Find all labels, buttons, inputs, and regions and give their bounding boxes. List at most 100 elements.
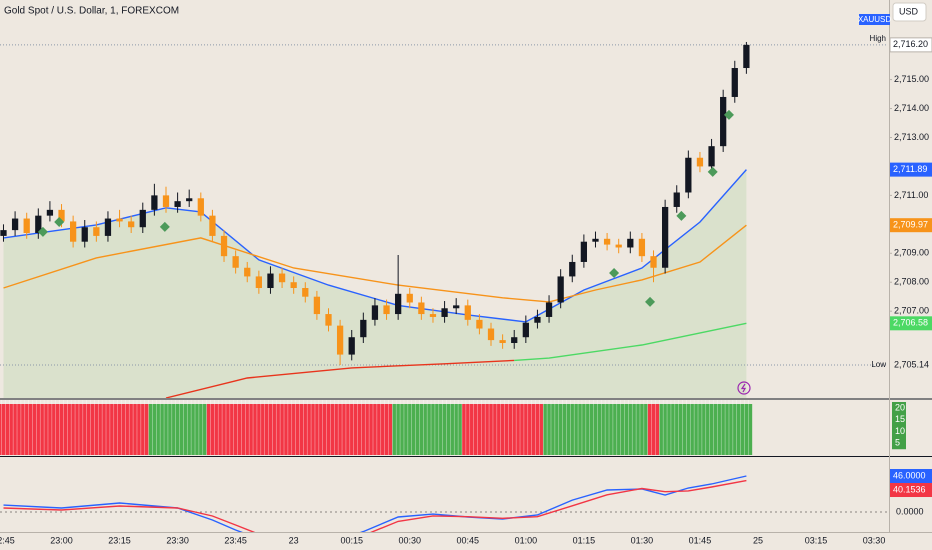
indicator-line <box>165 359 515 398</box>
indicator-line <box>514 322 747 362</box>
y-tick-label: 0.0000 <box>896 506 924 516</box>
candle-body <box>313 296 321 315</box>
candle-body <box>464 305 471 320</box>
candle-body <box>522 322 529 338</box>
regime-block <box>461 404 544 455</box>
extreme-label: High <box>870 34 886 43</box>
candle-body <box>696 157 704 167</box>
regime-block <box>148 404 207 455</box>
candle-body <box>395 293 402 315</box>
candle-body <box>638 238 646 257</box>
x-tick-label: 22:45 <box>0 535 15 545</box>
signal-marker <box>609 267 620 278</box>
y-tick-label: 5 <box>895 438 900 448</box>
y-tick-label: 2,715.00 <box>894 74 929 84</box>
candle-body <box>592 238 599 242</box>
signal-marker <box>645 296 656 307</box>
candle-body <box>325 314 332 326</box>
candle-body <box>267 273 274 289</box>
symbol-tag <box>859 14 890 25</box>
x-tick-label: 23:30 <box>166 535 189 545</box>
y-tick-tag <box>892 437 906 450</box>
extreme-label: Low <box>871 360 886 369</box>
candle-body <box>453 305 460 309</box>
candle-body <box>255 276 262 289</box>
y-tick-label: 2,708.00 <box>894 277 929 287</box>
candle-body <box>650 256 657 268</box>
price-tag-label: 40.1536 <box>893 484 926 494</box>
candle-body <box>406 293 413 303</box>
candle-body <box>58 209 65 222</box>
candle-body <box>162 195 170 207</box>
candle-body <box>534 316 541 323</box>
candle-body <box>441 308 448 317</box>
candle-body <box>383 305 390 315</box>
candle-body <box>35 215 42 234</box>
indicator-line <box>3 479 747 532</box>
x-tick-label: 01:00 <box>515 535 538 545</box>
price-tag-label: 46.0000 <box>893 470 926 480</box>
signal-marker <box>37 226 48 237</box>
candle-body <box>23 218 30 234</box>
candle-body <box>290 282 297 289</box>
symbol-label: XAUUSD <box>858 15 892 24</box>
candle-body <box>603 238 611 245</box>
candle-body <box>197 198 204 216</box>
price-tag-label: 2,709.97 <box>893 220 928 230</box>
signal-marker <box>707 166 718 177</box>
candle-body <box>685 157 692 193</box>
event-icon[interactable] <box>737 381 751 395</box>
regime-pane <box>0 400 753 455</box>
x-tick-label: 00:45 <box>457 535 480 545</box>
extreme-value: 2,705.14 <box>894 359 929 369</box>
x-tick-label: 23 <box>289 535 299 545</box>
candle-body <box>93 227 100 236</box>
candle-body <box>11 218 19 231</box>
candle-body <box>360 319 367 338</box>
candle-body <box>209 215 216 236</box>
price-tag <box>890 218 932 233</box>
currency-label[interactable]: USD <box>899 6 919 16</box>
candle-body <box>487 328 495 341</box>
candle-body <box>615 244 622 248</box>
candle-body <box>418 302 425 315</box>
y-tick-tag <box>892 413 906 426</box>
regime-block <box>647 404 660 455</box>
x-tick-label: 01:45 <box>689 535 712 545</box>
candle-body <box>174 201 181 207</box>
y-tick-tag <box>892 401 906 414</box>
candle-body <box>104 218 112 236</box>
candle-body <box>69 221 77 242</box>
price-tag-label: 2,711.89 <box>893 164 927 174</box>
x-tick-label: 23:15 <box>108 535 131 545</box>
candle-body <box>116 218 123 222</box>
y-tick-label: 2,714.00 <box>894 103 929 113</box>
indicator-line <box>3 475 747 532</box>
candle-body <box>731 68 738 97</box>
price-tag <box>890 483 932 498</box>
candle-body <box>128 221 135 228</box>
candle-body <box>244 267 251 277</box>
y-tick-label: 20 <box>895 402 905 412</box>
event-icon-bolt <box>740 383 747 393</box>
x-tick-label: 23:45 <box>224 535 247 545</box>
x-tick-label: 01:15 <box>573 535 596 545</box>
y-tick-label: 15 <box>895 414 905 424</box>
x-tick-label: 00:30 <box>398 535 421 545</box>
y-tick-label: 2,707.00 <box>894 306 929 316</box>
indicator-line <box>3 224 747 303</box>
candle-body <box>545 302 553 317</box>
y-tick-label: 10 <box>895 426 905 436</box>
y-tick-label: 2,713.00 <box>894 132 929 142</box>
signal-marker <box>54 217 65 228</box>
candle-body <box>348 337 355 355</box>
candle-body <box>220 235 228 257</box>
candle-body <box>580 241 588 262</box>
regime-block <box>543 404 648 455</box>
area-fill <box>3 169 747 398</box>
price-tag <box>890 162 932 177</box>
currency-button[interactable] <box>892 2 927 22</box>
candle-body <box>557 276 564 303</box>
